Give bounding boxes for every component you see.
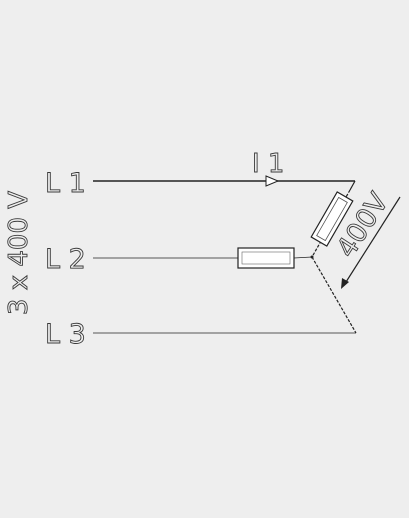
current-arrow	[265, 175, 280, 187]
wire-star-to-l3	[311, 256, 357, 334]
line-label-l3: L 3	[45, 319, 86, 350]
supply-voltage-label: 3 x 400 V	[4, 191, 34, 315]
resistor-l2	[237, 247, 295, 269]
line-label-l1: L 1	[45, 168, 86, 199]
wire-l1-drop	[349, 180, 356, 191]
voltage-arrow-line	[345, 196, 401, 283]
resistor-phase	[310, 191, 354, 247]
line-label-l2: L 2	[45, 244, 86, 275]
current-label: I 1	[252, 149, 284, 179]
voltage-arrowhead	[341, 278, 349, 289]
wire-l2-to-star	[293, 256, 313, 259]
